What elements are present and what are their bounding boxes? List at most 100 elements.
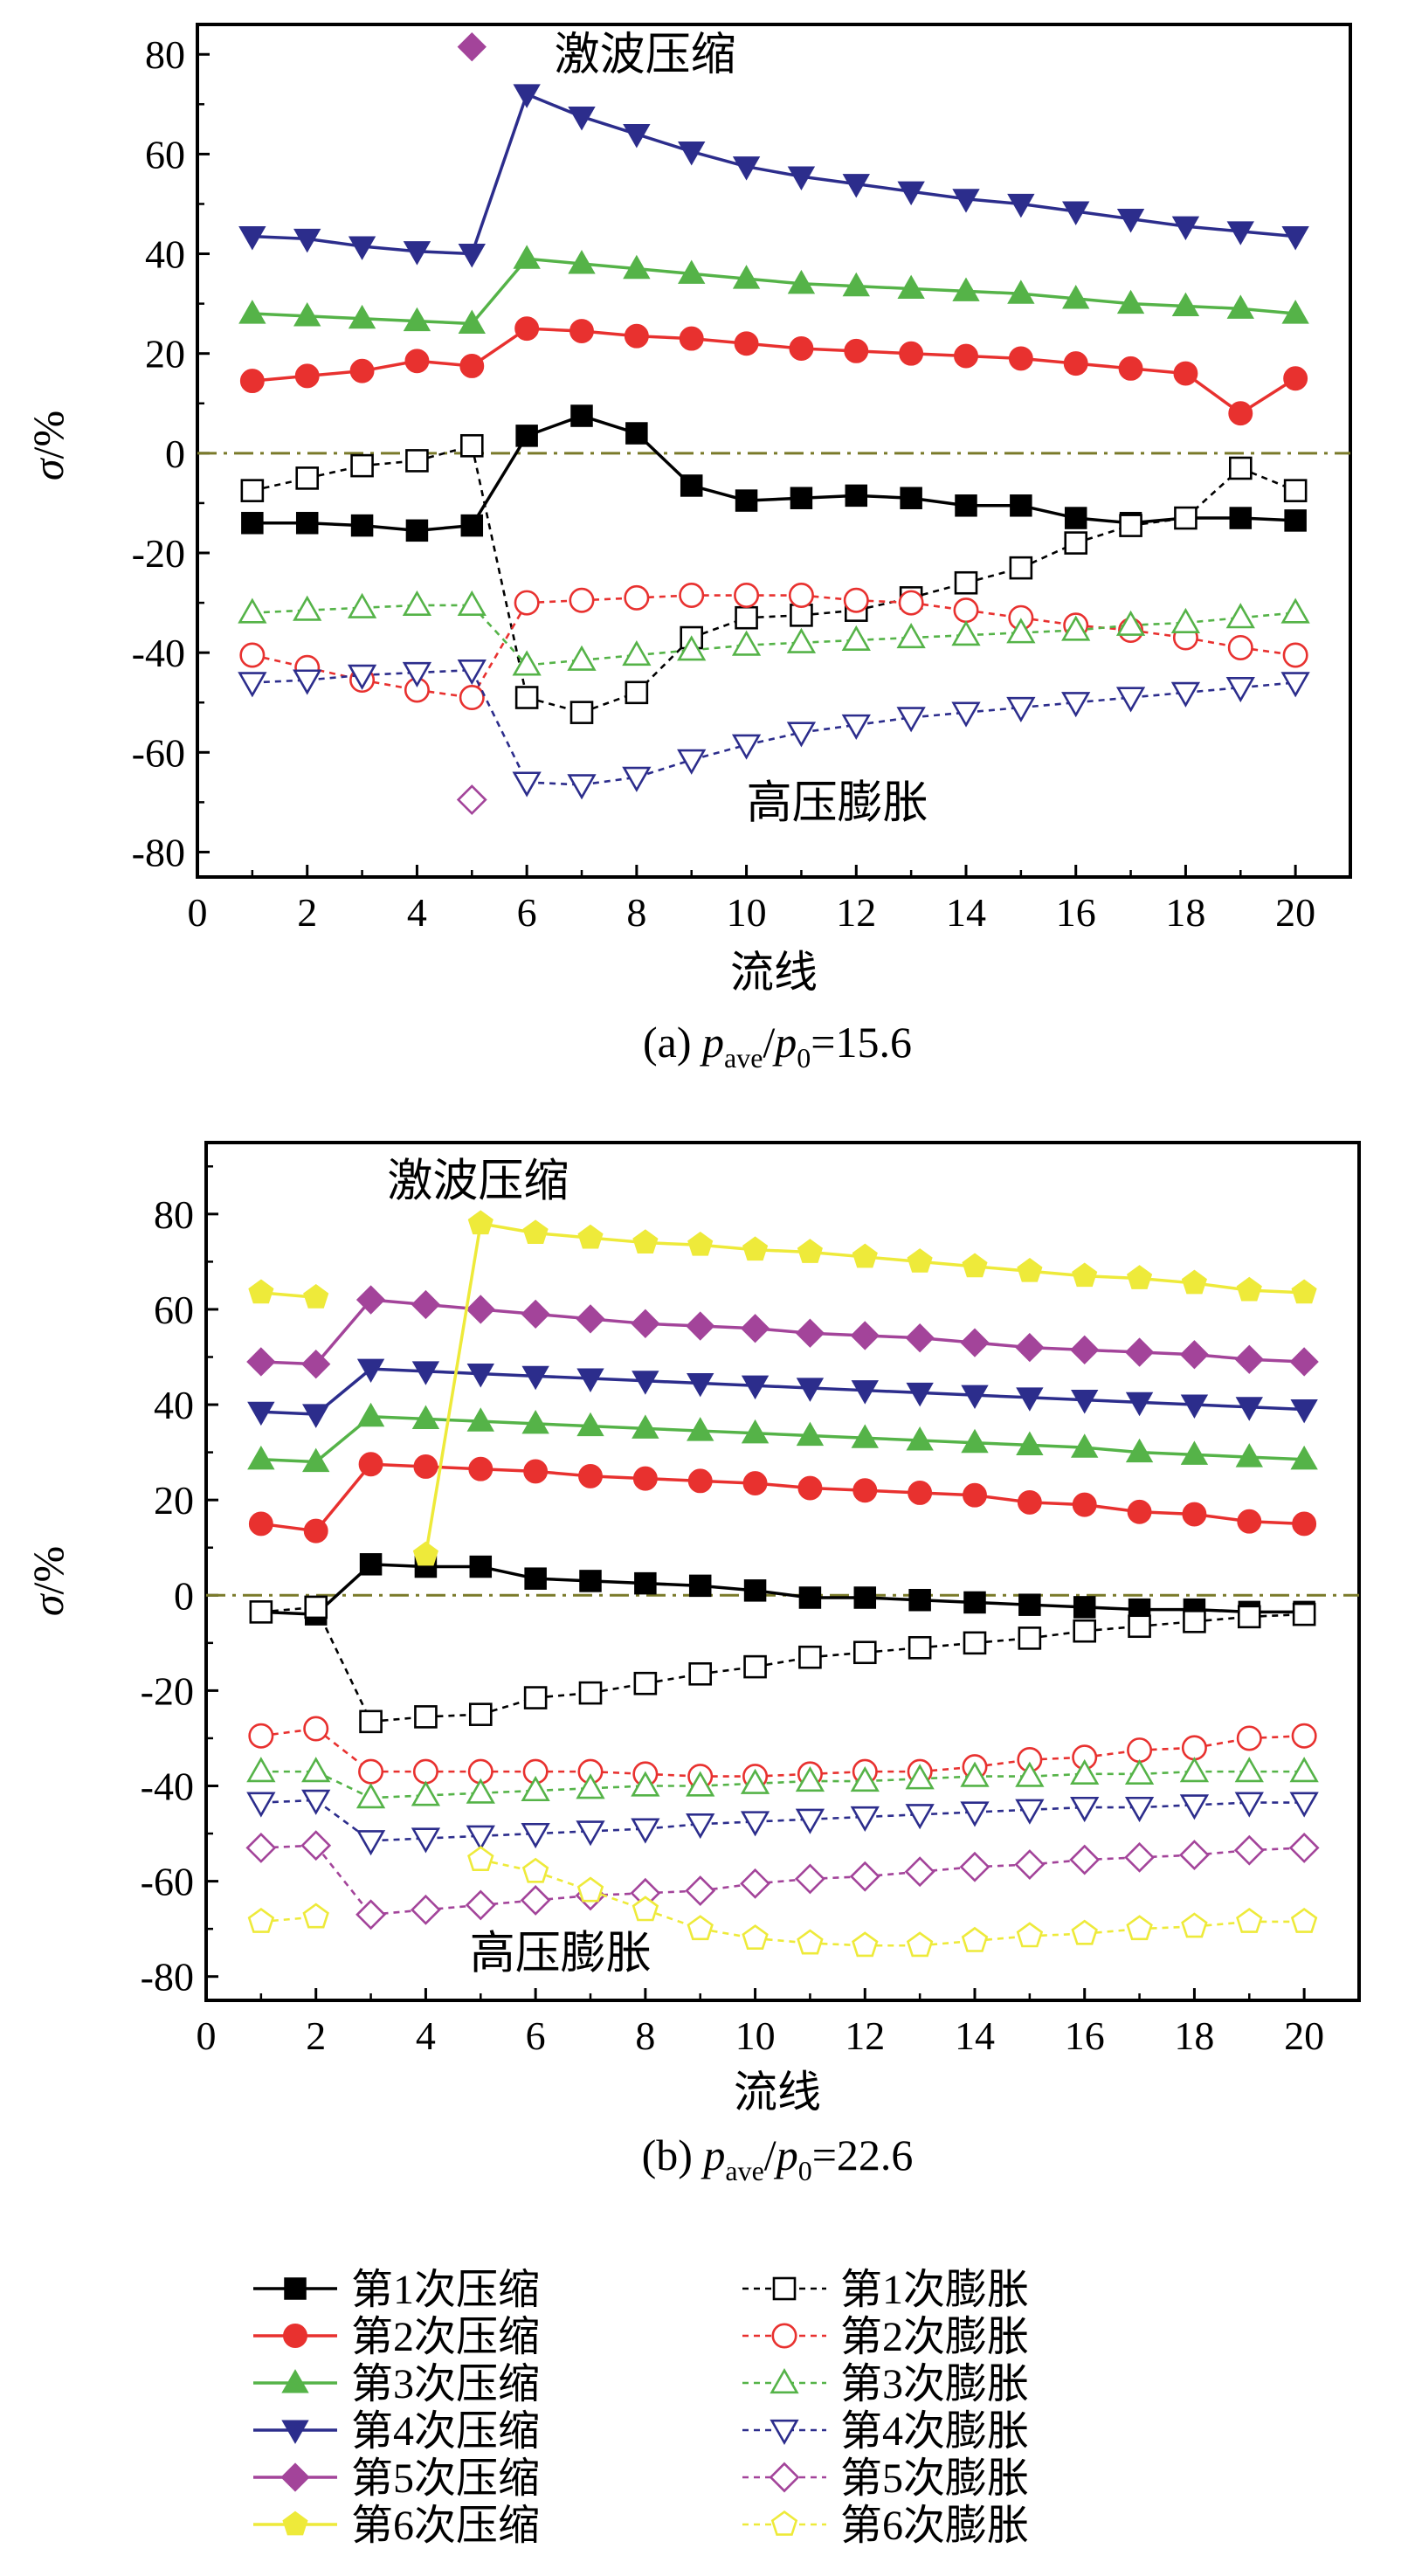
series-compression-5: [248, 1210, 1317, 1566]
series-line-segment: [307, 606, 362, 611]
y-tick-label: -80: [132, 830, 185, 874]
data-point: [1073, 1619, 1097, 1643]
data-point: [300, 1830, 332, 1861]
data-point: [1227, 634, 1253, 660]
data-point: [908, 1635, 932, 1660]
data-point: [304, 1595, 328, 1619]
data-point: [1291, 1723, 1317, 1749]
legend-marker: [771, 2323, 797, 2349]
data-point: [293, 669, 322, 695]
series-line-segment: [1185, 304, 1241, 311]
data-point: [1173, 361, 1198, 386]
data-point: [1069, 1844, 1101, 1875]
data-point: [1235, 1443, 1263, 1468]
data-point: [238, 226, 266, 251]
data-point: [1015, 1799, 1045, 1825]
data-point: [906, 1382, 934, 1407]
x-tick-label: 6: [517, 890, 537, 935]
data-point: [295, 466, 320, 490]
data-point: [1127, 1499, 1152, 1524]
data-point: [1125, 1438, 1154, 1463]
y-tick-label: -60: [141, 1860, 194, 1904]
data-point: [1015, 1332, 1045, 1363]
caption-p: p: [701, 2131, 725, 2179]
data-point: [301, 1757, 331, 1783]
series-line-segment: [526, 257, 583, 266]
data-point: [356, 1402, 385, 1427]
data-point: [569, 319, 594, 343]
data-point: [1181, 1912, 1208, 1938]
data-point: [467, 1846, 494, 1871]
series-line-segment: [645, 1822, 701, 1830]
series-line-segment: [1139, 1804, 1195, 1809]
data-point: [1235, 1397, 1263, 1421]
data-point: [1118, 356, 1143, 381]
data-point: [900, 487, 922, 509]
series-expansion-8: [238, 660, 1310, 800]
data-point: [1007, 193, 1035, 218]
x-tick-label: 6: [526, 2013, 546, 2058]
data-point: [797, 1475, 823, 1501]
data-point: [790, 487, 813, 509]
data-point: [897, 274, 925, 300]
series-line-segment: [965, 632, 1021, 637]
data-point: [679, 326, 704, 351]
x-tick-label: 8: [635, 2013, 655, 2058]
data-point: [842, 272, 870, 297]
series-line-segment: [920, 1391, 976, 1397]
data-point: [952, 189, 980, 213]
series-line-segment: [470, 93, 528, 255]
data-point: [907, 1248, 933, 1273]
data-point: [457, 32, 487, 62]
data-point: [412, 1758, 438, 1785]
series-line-segment: [911, 711, 967, 719]
series-line-segment: [1139, 1450, 1195, 1457]
data-point: [403, 241, 431, 266]
data-point: [1071, 1433, 1099, 1458]
data-point: [1280, 672, 1310, 698]
series-line-segment: [691, 743, 747, 762]
series-line-segment: [362, 317, 418, 323]
data-point: [795, 1808, 825, 1834]
data-point: [1237, 1605, 1261, 1629]
data-point: [687, 1231, 714, 1256]
data-point: [841, 625, 871, 651]
data-point: [963, 1482, 987, 1508]
legend-label: 第2次压缩: [351, 2314, 540, 2360]
y-tick-label: 0: [165, 432, 185, 476]
series-line-segment: [856, 182, 912, 193]
data-point: [294, 363, 320, 389]
data-point: [1064, 507, 1087, 529]
data-point: [466, 1825, 495, 1851]
series-line-segment: [810, 1433, 866, 1440]
series-line-segment: [920, 1811, 976, 1816]
series-expansion-7: [248, 1716, 1317, 1790]
data-point: [246, 1757, 276, 1783]
data-point: [1226, 221, 1254, 245]
data-point: [797, 1929, 824, 1955]
data-point: [961, 1385, 989, 1410]
series-line-segment: [307, 314, 362, 321]
series-line-segment: [260, 1458, 316, 1464]
data-point: [1116, 289, 1145, 314]
data-point: [512, 650, 542, 676]
data-point: [405, 449, 429, 473]
series-line-segment: [810, 1386, 866, 1392]
data-point: [899, 341, 924, 366]
data-point: [303, 1716, 329, 1742]
data-point: [1182, 1502, 1207, 1527]
data-point: [521, 1857, 549, 1883]
series-line-segment: [801, 175, 857, 186]
data-point: [1284, 509, 1307, 532]
data-point: [1017, 1489, 1042, 1515]
series-line-segment: [370, 1794, 426, 1799]
data-point: [960, 1328, 990, 1357]
data-point: [359, 1553, 383, 1576]
y-tick-label: 20: [154, 1478, 194, 1523]
data-point: [1062, 285, 1090, 309]
data-point: [458, 243, 486, 268]
series-line-segment: [801, 723, 857, 734]
series-line-segment: [1020, 292, 1076, 300]
legend-label: 第1次压缩: [351, 2267, 540, 2313]
data-point: [1289, 1792, 1319, 1818]
